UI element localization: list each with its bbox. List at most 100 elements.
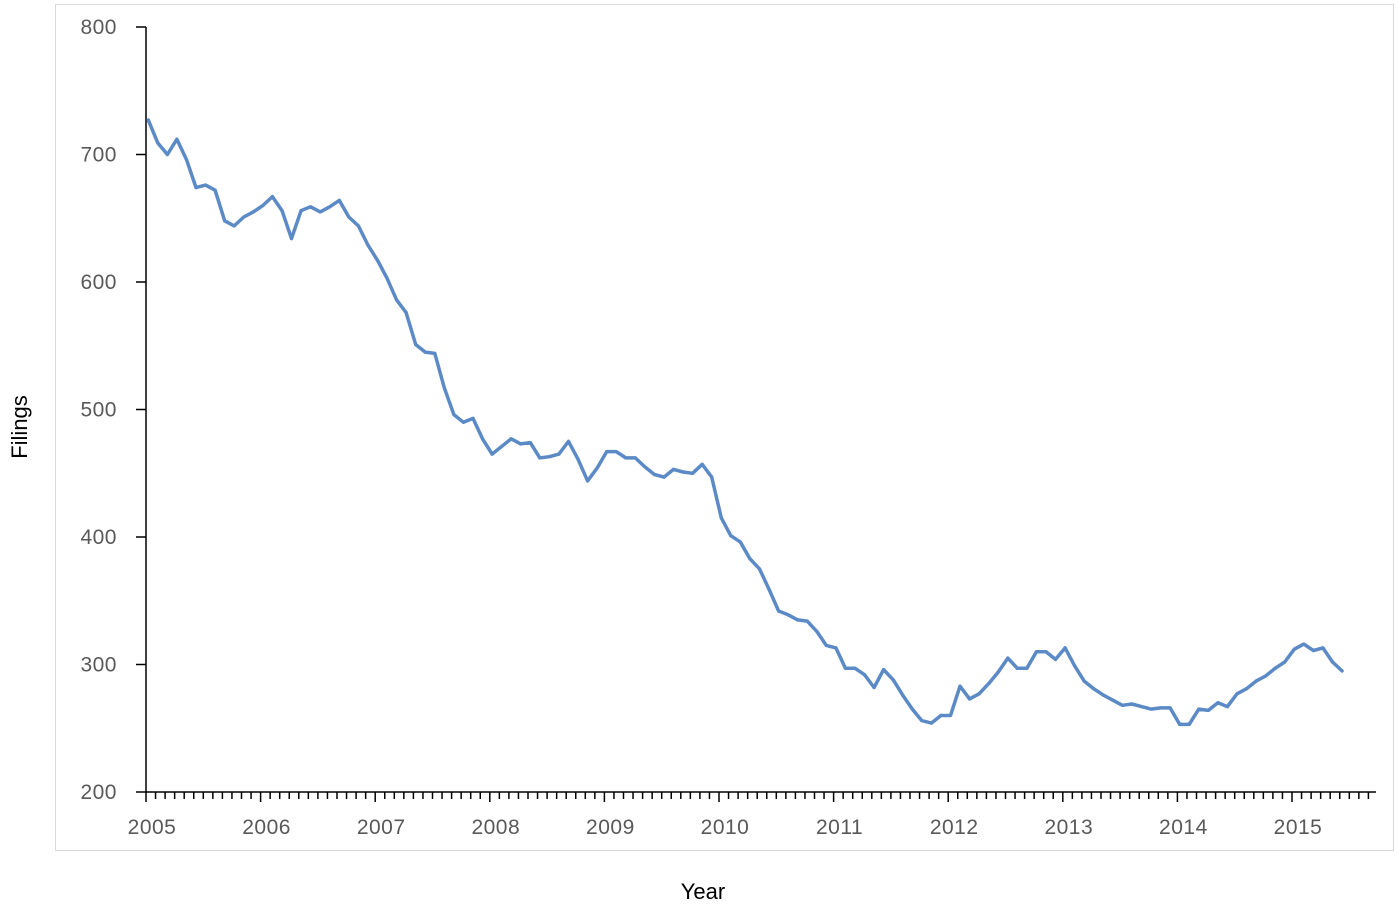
data-point xyxy=(490,452,494,456)
data-point xyxy=(1063,646,1067,650)
data-point xyxy=(423,350,427,354)
data-point xyxy=(1321,646,1325,650)
data-point xyxy=(1178,722,1182,727)
data-point xyxy=(910,707,914,711)
data-point xyxy=(509,437,513,441)
data-point xyxy=(1244,687,1249,691)
data-point xyxy=(1225,705,1229,709)
data-point xyxy=(1235,692,1239,696)
data-point xyxy=(156,141,160,145)
data-point xyxy=(1082,679,1086,683)
data-point xyxy=(882,668,886,672)
x-tick-label: 2015 xyxy=(1274,816,1323,839)
data-point xyxy=(987,682,991,686)
data-point xyxy=(1139,705,1144,709)
data-point xyxy=(175,137,179,141)
data-point xyxy=(1264,674,1268,678)
data-point xyxy=(366,243,370,247)
data-point xyxy=(223,219,227,223)
data-point xyxy=(633,456,637,460)
data-point xyxy=(1044,650,1048,654)
data-point xyxy=(586,479,590,483)
data-point xyxy=(1053,657,1058,662)
data-point xyxy=(270,195,274,199)
data-point xyxy=(1092,687,1096,691)
x-tick-label: 2012 xyxy=(930,816,979,839)
y-tick-label: 600 xyxy=(80,271,117,294)
data-point xyxy=(433,351,437,355)
data-point xyxy=(280,209,284,213)
data-point xyxy=(652,472,657,477)
x-tick-label: 2007 xyxy=(357,816,406,839)
data-point xyxy=(662,475,666,479)
data-point xyxy=(471,416,475,420)
data-point xyxy=(1340,669,1344,673)
data-point xyxy=(309,205,313,209)
data-point xyxy=(1073,664,1077,668)
data-point xyxy=(948,713,953,718)
data-point xyxy=(920,719,924,723)
x-tick-label: 2005 xyxy=(128,816,177,839)
data-point xyxy=(289,237,294,241)
y-axis-title: Filings xyxy=(7,395,32,459)
x-tick-label: 2011 xyxy=(816,816,863,839)
data-point xyxy=(519,442,523,446)
data-point xyxy=(395,298,399,302)
x-tick-label: 2010 xyxy=(701,816,750,839)
series-layer xyxy=(146,118,1344,727)
data-point xyxy=(452,413,456,417)
data-point xyxy=(566,439,571,443)
data-point xyxy=(843,666,848,670)
data-point xyxy=(204,183,208,187)
x-axis-title: Year xyxy=(681,879,725,904)
data-point xyxy=(1273,666,1277,670)
data-point xyxy=(805,619,809,623)
data-point xyxy=(872,685,876,690)
data-point xyxy=(1311,648,1315,653)
data-point xyxy=(414,342,418,347)
data-point xyxy=(614,450,618,454)
data-point xyxy=(1206,708,1210,713)
data-point xyxy=(557,452,561,456)
data-point xyxy=(242,215,246,219)
data-point xyxy=(404,311,408,315)
data-point xyxy=(1111,698,1115,702)
data-point xyxy=(643,465,647,469)
data-point xyxy=(576,457,580,461)
data-point xyxy=(958,684,962,688)
data-point xyxy=(375,258,380,262)
data-point xyxy=(1015,666,1019,670)
data-point xyxy=(461,420,465,424)
data-point xyxy=(777,609,781,613)
data-point xyxy=(1168,706,1172,710)
x-tick-label: 2008 xyxy=(471,816,520,839)
data-point xyxy=(595,466,599,470)
data-point xyxy=(891,678,895,682)
data-point xyxy=(681,470,685,474)
data-point xyxy=(213,188,217,192)
data-point xyxy=(547,455,552,459)
y-tick-label: 700 xyxy=(80,144,117,167)
data-point xyxy=(968,697,972,701)
y-tick-label: 200 xyxy=(80,781,117,804)
y-tick-label: 400 xyxy=(80,526,117,549)
y-tick-label: 300 xyxy=(80,654,117,677)
data-point xyxy=(165,152,169,157)
data-point xyxy=(1159,706,1163,710)
data-point xyxy=(929,721,934,725)
data-point xyxy=(1149,707,1153,711)
data-point xyxy=(1120,703,1124,707)
data-point xyxy=(1025,666,1029,670)
data-point xyxy=(194,186,198,190)
data-point xyxy=(337,198,341,202)
y-tick-label: 800 xyxy=(80,16,117,39)
data-point xyxy=(1101,693,1105,697)
data-point xyxy=(261,203,265,208)
data-point xyxy=(1034,650,1038,654)
x-tick-label: 2009 xyxy=(586,816,635,839)
data-point xyxy=(824,643,828,648)
data-point xyxy=(146,118,150,122)
data-point xyxy=(528,441,532,445)
